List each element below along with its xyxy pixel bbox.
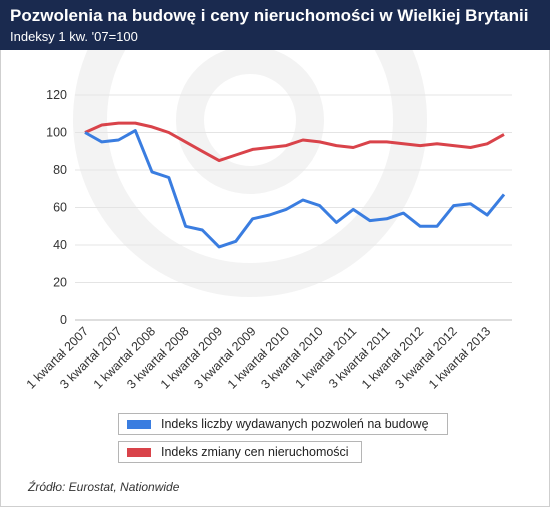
grid-lines bbox=[75, 94, 512, 321]
legend-label-prices: Indeks zmiany cen nieruchomości bbox=[161, 445, 349, 459]
y-tick-label: 0 bbox=[60, 313, 67, 327]
y-tick-label: 120 bbox=[46, 88, 67, 102]
series-line-prices bbox=[84, 121, 505, 163]
y-tick-label: 100 bbox=[46, 126, 67, 140]
chart-subtitle: Indeksy 1 kw. '07=100 bbox=[10, 29, 138, 44]
legend-swatch-prices bbox=[127, 447, 151, 457]
series-lines bbox=[84, 121, 506, 249]
legend-swatch-permits bbox=[127, 419, 151, 429]
chart-title: Pozwolenia na budowę i ceny nieruchomośc… bbox=[10, 6, 529, 25]
chart-header: Pozwolenia na budowę i ceny nieruchomośc… bbox=[0, 0, 550, 50]
watermark-logo bbox=[73, 50, 427, 297]
series-line-permits bbox=[84, 129, 506, 249]
legend-item-prices: Indeks zmiany cen nieruchomości bbox=[118, 441, 362, 463]
y-tick-label: 60 bbox=[53, 201, 67, 215]
x-tick-label: 1 kwartał 2013 bbox=[426, 324, 493, 391]
y-tick-label: 20 bbox=[53, 276, 67, 290]
y-tick-label: 80 bbox=[53, 163, 67, 177]
source-note: Źródło: Eurostat, Nationwide bbox=[28, 480, 180, 494]
legend-label-permits: Indeks liczby wydawanych pozwoleń na bud… bbox=[161, 417, 429, 431]
legend-item-permits: Indeks liczby wydawanych pozwoleń na bud… bbox=[118, 413, 448, 435]
y-axis: 0 20 40 60 80 100 120 bbox=[46, 88, 67, 327]
y-tick-label: 40 bbox=[53, 238, 67, 252]
